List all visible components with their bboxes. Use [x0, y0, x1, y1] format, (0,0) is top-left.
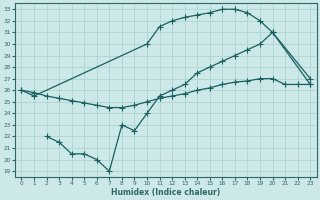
X-axis label: Humidex (Indice chaleur): Humidex (Indice chaleur) [111, 188, 220, 197]
